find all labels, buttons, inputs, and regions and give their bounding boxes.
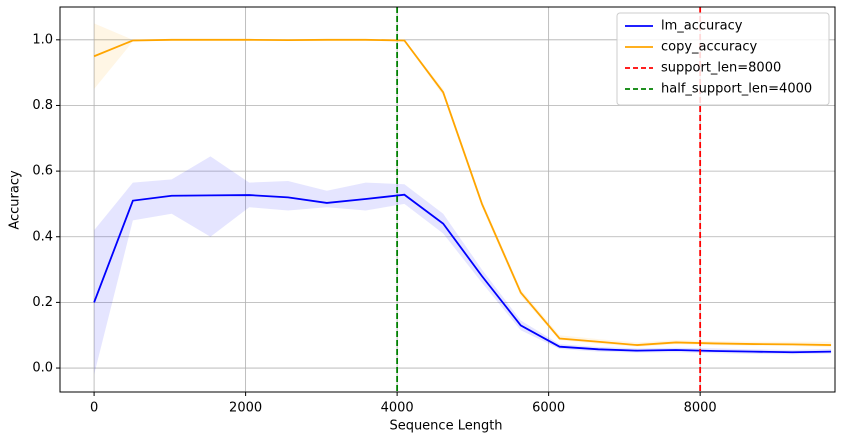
y-tick-label: 0.0 [32,361,53,376]
y-axis-label: Accuracy [8,170,23,230]
x-tick-label: 6000 [532,401,565,416]
legend-label: support_len=8000 [661,61,781,76]
y-tick-label: 0.6 [32,164,53,179]
legend-label: half_support_len=4000 [661,82,812,97]
x-tick-label: 4000 [381,401,414,416]
plot-frame [59,6,836,393]
legend: lm_accuracy copy_accuracy support_len=8000… [616,12,830,106]
y-tick-label: 1.0 [32,32,53,47]
y-tick-label: 0.2 [32,295,53,310]
legend-box [616,12,830,106]
data-line [93,38,832,346]
data-line [93,193,832,354]
legend-label: lm_accuracy [661,19,743,34]
x-tick-label: 2000 [229,401,262,416]
x-tick-label: 8000 [684,401,717,416]
x-axis-label: Sequence Length [389,419,502,434]
x-tick-label: 0 [90,401,98,416]
y-tick-label: 0.4 [32,229,53,244]
confidence-band [94,156,832,375]
y-tick-label: 0.8 [32,98,53,113]
legend-label: copy_accuracy [661,40,758,55]
